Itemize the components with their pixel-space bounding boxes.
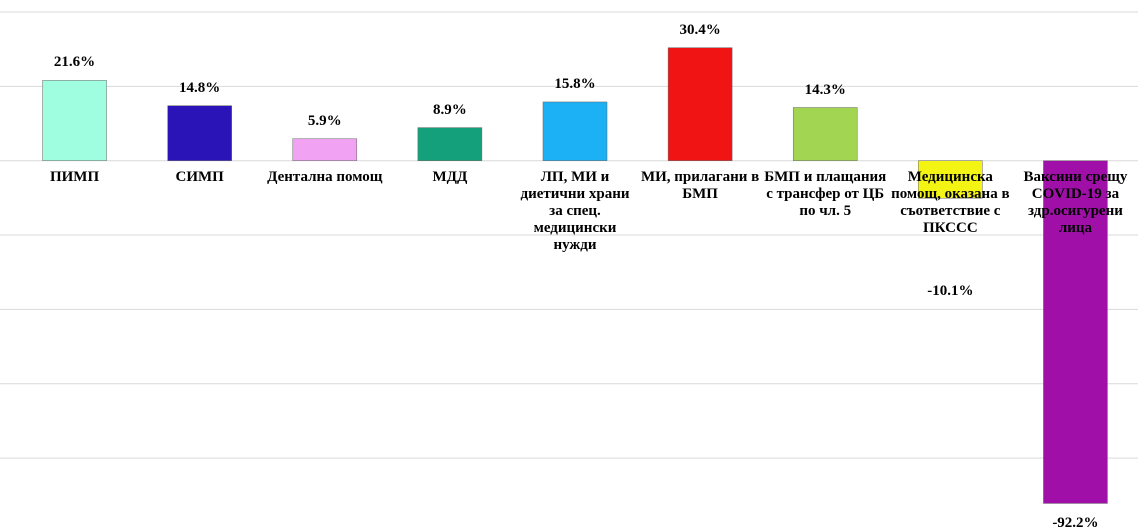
x-tick-label: Ваксини срещу COVID-19 за здр.осигурени … <box>1023 168 1128 236</box>
data-label: -92.2% <box>1052 515 1099 530</box>
bar <box>167 105 232 161</box>
x-tick-label: Дентална помощ <box>267 168 383 185</box>
data-label: 30.4% <box>679 21 721 38</box>
x-tick-label: Медицинска помощ, оказана в съответствие… <box>891 168 1010 236</box>
x-tick-label: СИМП <box>175 168 224 185</box>
bar <box>542 101 608 161</box>
data-label: 14.8% <box>179 79 221 96</box>
bar <box>667 47 733 161</box>
bar <box>918 160 983 199</box>
data-label: 8.9% <box>433 101 467 118</box>
data-label: 15.8% <box>554 75 596 92</box>
bar <box>1043 160 1108 504</box>
bar <box>292 138 358 161</box>
x-tick-label: БМП и плащания с трансфер от ЦБ по чл. 5 <box>764 168 887 219</box>
x-tick-label: МИ, прилагани в БМП <box>640 168 760 202</box>
data-label: 21.6% <box>53 54 96 71</box>
bar <box>792 107 858 161</box>
data-label: -10.1% <box>927 283 974 300</box>
x-tick-label: ЛП, МИ и диетични храни за спец. медицин… <box>520 168 630 253</box>
x-tick-label: ПИМП <box>49 168 100 185</box>
data-label: 14.3% <box>804 81 846 98</box>
bar <box>417 127 483 161</box>
x-tick-label: МДД <box>432 168 468 185</box>
data-label: 5.9% <box>307 112 342 129</box>
bar <box>42 80 107 161</box>
